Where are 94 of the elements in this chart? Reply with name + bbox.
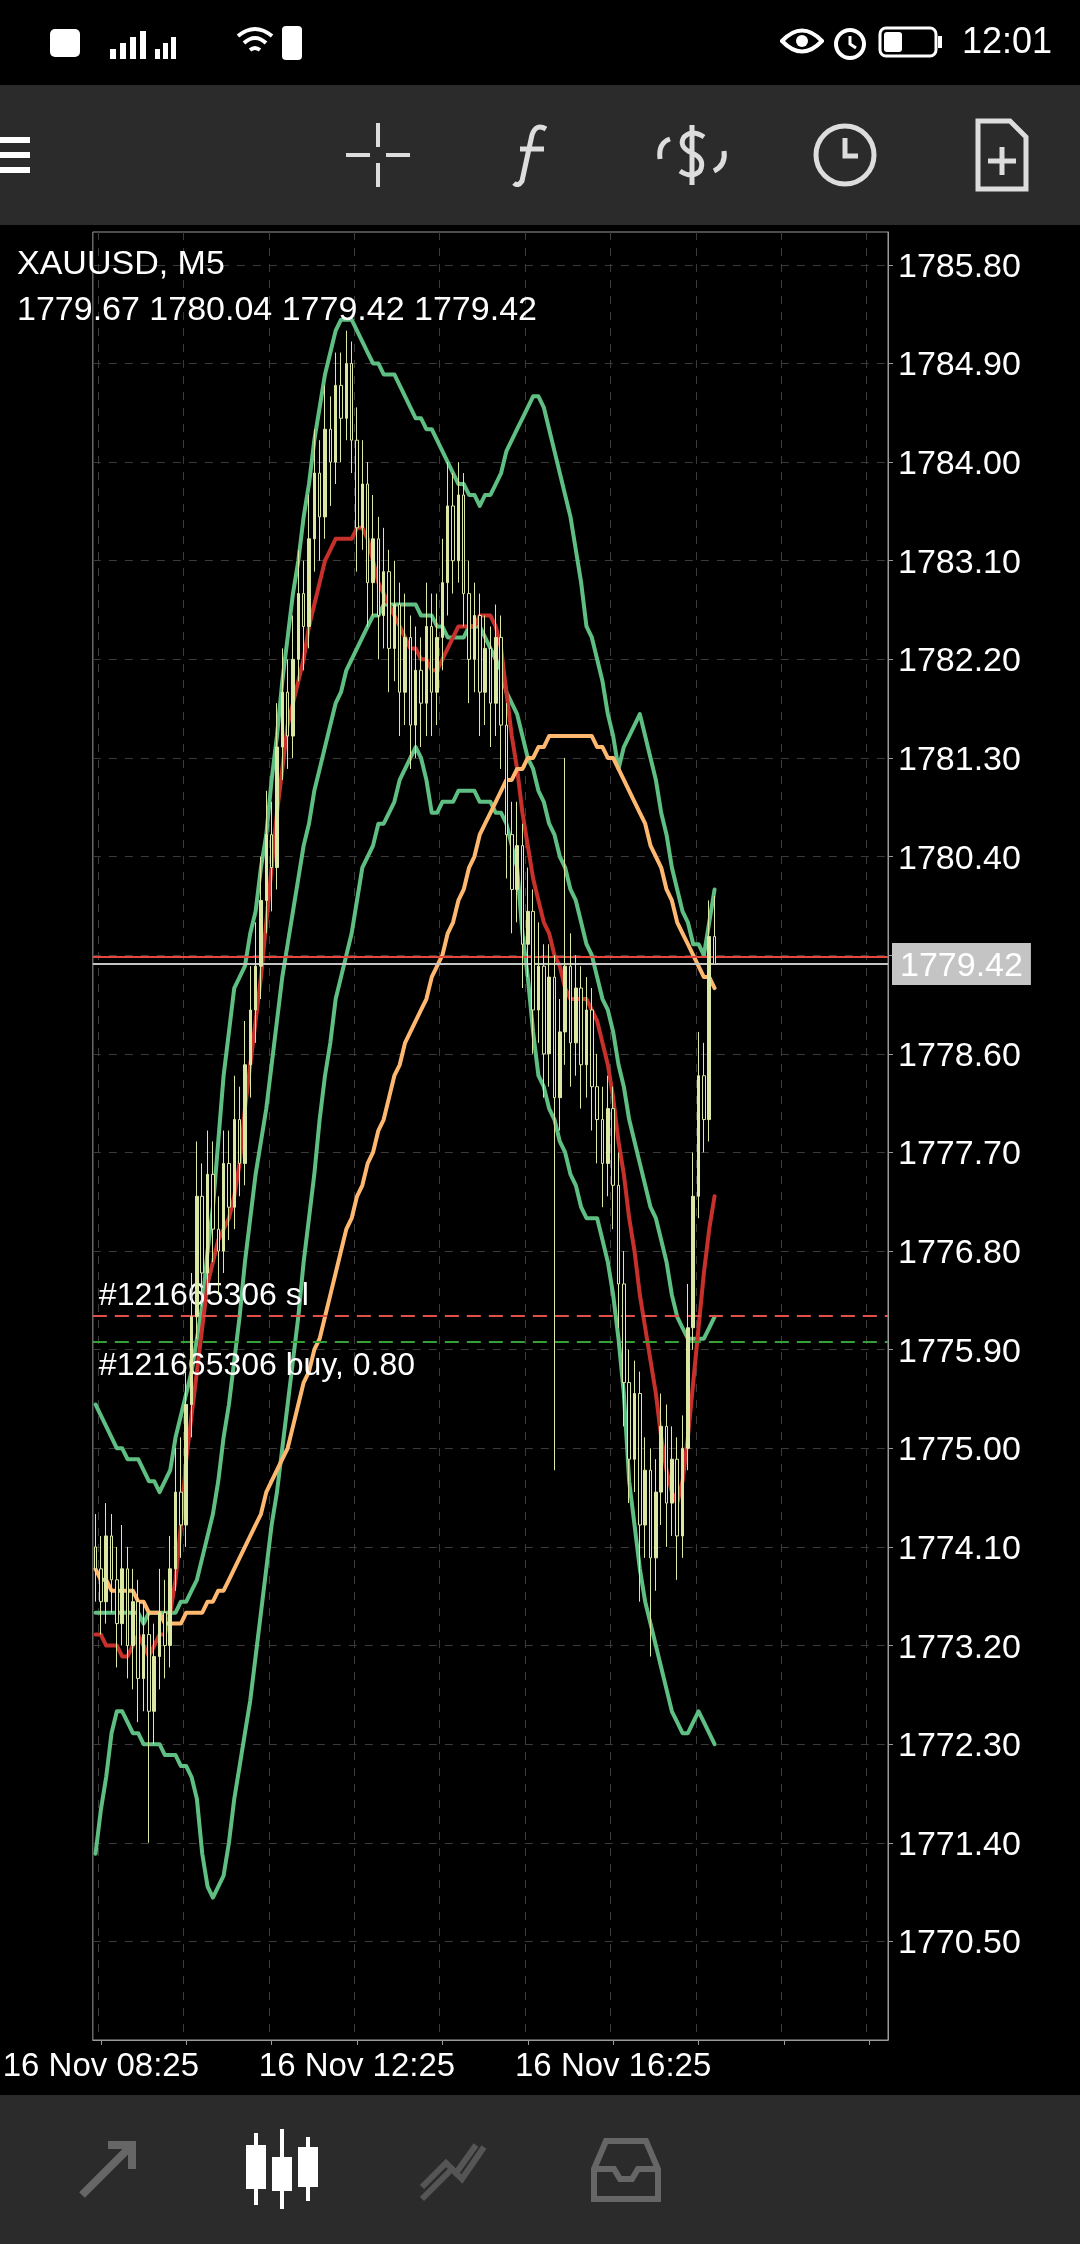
candlestick: [227, 1130, 231, 1241]
candlestick: [505, 702, 508, 879]
candlestick: [569, 932, 572, 1088]
candlestick: [425, 582, 428, 737]
candlestick: [366, 461, 369, 627]
candlestick: [313, 428, 316, 573]
y-tick-label: 1770.50: [898, 1922, 1021, 1961]
candlestick: [387, 549, 391, 693]
candlestick: [537, 921, 540, 1044]
candlestick: [446, 461, 449, 617]
candlestick: [633, 1360, 636, 1493]
candlestick: [697, 1031, 700, 1219]
candlestick: [323, 384, 327, 540]
candlestick: [126, 1546, 129, 1679]
candlestick: [249, 965, 252, 1099]
candlestick: [318, 439, 321, 562]
candlestick: [403, 593, 407, 726]
candlestick: [382, 527, 385, 649]
candlestick: [489, 625, 492, 748]
candlestick: [265, 790, 268, 934]
candlestick: [302, 560, 305, 671]
candlestick: [211, 1140, 215, 1263]
y-tick-label: 1771.40: [898, 1823, 1021, 1862]
candlestick: [553, 954, 556, 1471]
candlestick: [462, 472, 465, 627]
candlestick: [355, 406, 359, 573]
candlestick: [174, 1447, 177, 1592]
y-tick-label: 1780.40: [898, 837, 1021, 876]
candlestick: [467, 560, 471, 704]
candlestick: [345, 330, 348, 441]
candlestick: [409, 615, 412, 770]
candlestick: [307, 494, 311, 649]
x-tick-label: 16 Nov 08:25: [2, 2046, 200, 2083]
text: 12:01: [961, 20, 1052, 62]
y-tick-label: 1772.30: [898, 1725, 1021, 1764]
candlestick: [270, 801, 273, 912]
candlestick: [371, 494, 375, 617]
y-tick-label: 1781.30: [898, 738, 1021, 777]
candlestick: [435, 593, 439, 726]
candlestick: [601, 1086, 604, 1208]
candlestick: [233, 1075, 236, 1230]
candlestick: [361, 439, 364, 551]
candlestick: [681, 1414, 684, 1559]
candlestick: [286, 658, 289, 770]
x-tick-label: 16 Nov 12:25: [258, 2046, 456, 2083]
y-tick-label: 1776.80: [898, 1232, 1021, 1271]
candlestick: [334, 352, 337, 485]
text: 1779.67 1780.04 1779.42 1779.42: [17, 289, 537, 327]
candlestick: [291, 615, 295, 759]
candlestick: [457, 461, 460, 584]
candlestick: [617, 1151, 620, 1329]
candlestick: [430, 593, 433, 737]
y-tick-label: 1773.20: [898, 1626, 1021, 1665]
candlestick: [585, 976, 588, 1099]
candlestick: [473, 582, 476, 693]
candlestick: [377, 516, 380, 660]
y-tick-label: 1784.90: [898, 344, 1021, 383]
candlestick: [158, 1568, 161, 1690]
candlestick: [441, 538, 444, 671]
candlestick: [665, 1403, 668, 1548]
candlestick: [329, 395, 332, 507]
candlestick: [281, 647, 284, 781]
ref-line-label: 1779.42: [900, 944, 1023, 983]
y-tick-label: 1778.60: [898, 1034, 1021, 1073]
x-tick-label: 16 Nov 16:25: [515, 2046, 712, 2083]
candlestick: [243, 1020, 247, 1186]
candlestick: [142, 1601, 145, 1712]
y-tick-label: 1785.80: [898, 245, 1021, 284]
candlestick: [398, 582, 401, 737]
chart-title: XAUUSD, M5: [17, 243, 225, 281]
candlestick: [275, 702, 279, 890]
candlestick: [649, 1447, 652, 1657]
candlestick: [110, 1513, 113, 1614]
candlestick: [297, 549, 300, 682]
candlestick: [393, 560, 396, 682]
candlestick: [350, 341, 353, 474]
y-tick-label: 1782.20: [898, 640, 1021, 679]
line-series: [93, 745, 717, 1900]
candlestick: [419, 636, 423, 748]
candlestick: [259, 856, 263, 1000]
candlestick: [451, 472, 455, 595]
candlestick: [222, 1130, 225, 1274]
y-tick-label: 1784.00: [898, 443, 1021, 482]
y-tick-label: 1775.00: [898, 1429, 1021, 1468]
candlestick: [414, 625, 417, 759]
candlestick: [521, 823, 524, 989]
y-tick-label: 1777.70: [898, 1133, 1021, 1172]
candlestick: [238, 1086, 241, 1197]
y-tick-label: 1783.10: [898, 541, 1021, 580]
candlestick: [339, 352, 343, 463]
y-tick-label: 1774.10: [898, 1527, 1021, 1566]
y-tick-label: 1775.90: [898, 1330, 1021, 1369]
candlestick: [713, 895, 716, 965]
candlestick: [254, 921, 257, 1044]
